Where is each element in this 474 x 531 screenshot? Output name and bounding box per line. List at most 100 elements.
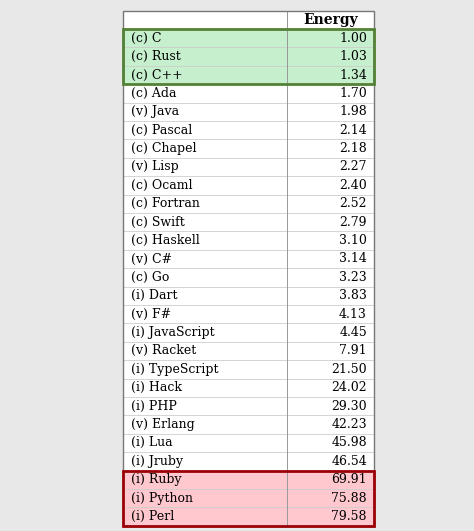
- Text: 1.03: 1.03: [339, 50, 367, 63]
- Bar: [286, 250, 374, 268]
- Text: (c) Ocaml: (c) Ocaml: [131, 179, 192, 192]
- Text: (c) Rust: (c) Rust: [131, 50, 181, 63]
- Bar: [286, 84, 374, 102]
- Bar: [286, 452, 374, 470]
- Text: 45.98: 45.98: [331, 436, 367, 449]
- Text: (i) JavaScript: (i) JavaScript: [131, 326, 214, 339]
- Text: 2.18: 2.18: [339, 142, 367, 155]
- Bar: [123, 470, 286, 489]
- Bar: [286, 11, 374, 29]
- Text: 4.13: 4.13: [339, 307, 367, 321]
- Bar: [286, 379, 374, 397]
- Bar: [123, 434, 286, 452]
- Bar: [286, 489, 374, 507]
- Text: (i) Python: (i) Python: [131, 492, 193, 504]
- Text: (c) C: (c) C: [131, 32, 161, 45]
- Text: (c) Haskell: (c) Haskell: [131, 234, 200, 247]
- Text: 79.58: 79.58: [331, 510, 367, 523]
- Bar: [286, 397, 374, 415]
- Text: (v) Erlang: (v) Erlang: [131, 418, 194, 431]
- Text: (c) Go: (c) Go: [131, 271, 169, 284]
- Bar: [286, 342, 374, 360]
- Text: (v) Lisp: (v) Lisp: [131, 160, 179, 174]
- Text: 3.14: 3.14: [339, 252, 367, 266]
- Bar: [123, 489, 286, 507]
- Bar: [286, 232, 374, 250]
- Text: 3.83: 3.83: [339, 289, 367, 302]
- Text: 3.23: 3.23: [339, 271, 367, 284]
- Bar: [286, 268, 374, 287]
- Bar: [286, 323, 374, 342]
- Bar: [123, 102, 286, 121]
- Bar: [286, 415, 374, 434]
- Bar: [123, 415, 286, 434]
- Text: (i) Ruby: (i) Ruby: [131, 473, 182, 486]
- Bar: [123, 66, 286, 84]
- Bar: [286, 139, 374, 158]
- Bar: [123, 84, 286, 102]
- Text: 42.23: 42.23: [331, 418, 367, 431]
- Bar: [123, 213, 286, 232]
- Text: 4.45: 4.45: [339, 326, 367, 339]
- Text: 2.40: 2.40: [339, 179, 367, 192]
- Text: (c) Swift: (c) Swift: [131, 216, 184, 229]
- Text: (v) Racket: (v) Racket: [131, 345, 196, 357]
- Bar: [123, 29, 286, 47]
- Text: (i) Lua: (i) Lua: [131, 436, 173, 449]
- Bar: [286, 29, 374, 47]
- Bar: [286, 360, 374, 379]
- Bar: [286, 176, 374, 194]
- Text: 2.52: 2.52: [339, 198, 367, 210]
- Text: 1.70: 1.70: [339, 87, 367, 100]
- Bar: [286, 213, 374, 232]
- Bar: [123, 323, 286, 342]
- Text: 69.91: 69.91: [331, 473, 367, 486]
- Bar: [123, 194, 286, 213]
- Bar: [286, 470, 374, 489]
- Bar: [286, 121, 374, 139]
- Bar: [123, 360, 286, 379]
- Bar: [286, 66, 374, 84]
- Text: 3.10: 3.10: [339, 234, 367, 247]
- Text: (i) Perl: (i) Perl: [131, 510, 174, 523]
- Text: 1.98: 1.98: [339, 105, 367, 118]
- Bar: [123, 121, 286, 139]
- Bar: [123, 397, 286, 415]
- Bar: [123, 47, 286, 66]
- Bar: [286, 434, 374, 452]
- Text: (v) Java: (v) Java: [131, 105, 179, 118]
- Bar: [123, 342, 286, 360]
- Text: (i) Dart: (i) Dart: [131, 289, 177, 302]
- Bar: [286, 102, 374, 121]
- Bar: [123, 250, 286, 268]
- Text: 1.00: 1.00: [339, 32, 367, 45]
- Bar: [286, 305, 374, 323]
- Text: (c) Fortran: (c) Fortran: [131, 198, 200, 210]
- Text: 1.34: 1.34: [339, 68, 367, 81]
- Text: 21.50: 21.50: [331, 363, 367, 376]
- Text: 2.14: 2.14: [339, 124, 367, 136]
- Bar: [123, 158, 286, 176]
- Text: (i) TypeScript: (i) TypeScript: [131, 363, 218, 376]
- Text: (c) Chapel: (c) Chapel: [131, 142, 196, 155]
- Bar: [123, 452, 286, 470]
- Bar: [123, 176, 286, 194]
- Bar: [123, 379, 286, 397]
- Bar: [286, 194, 374, 213]
- Bar: [123, 305, 286, 323]
- Text: (v) F#: (v) F#: [131, 307, 171, 321]
- Text: 24.02: 24.02: [331, 381, 367, 394]
- Text: 29.30: 29.30: [331, 400, 367, 413]
- Bar: [123, 507, 286, 526]
- Text: Energy: Energy: [303, 13, 358, 27]
- Text: (i) Hack: (i) Hack: [131, 381, 182, 394]
- Text: (v) C#: (v) C#: [131, 252, 172, 266]
- Bar: [123, 139, 286, 158]
- Text: 2.27: 2.27: [339, 160, 367, 174]
- Bar: [286, 507, 374, 526]
- Bar: [123, 287, 286, 305]
- Bar: [123, 11, 286, 29]
- Bar: [123, 268, 286, 287]
- Bar: [286, 158, 374, 176]
- Text: (i) PHP: (i) PHP: [131, 400, 177, 413]
